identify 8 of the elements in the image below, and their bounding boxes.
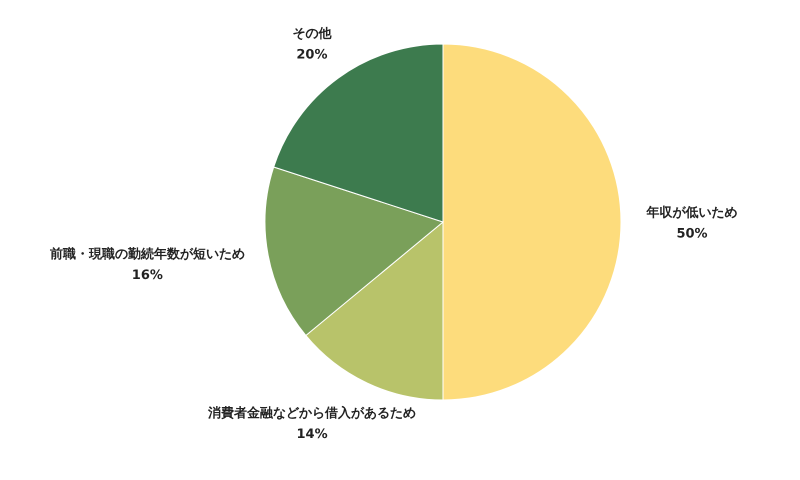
data-label: 20%: [296, 47, 328, 62]
slice-label: 消費者金融などから借入があるため: [207, 404, 416, 421]
data-label: 16%: [132, 268, 163, 284]
data-label: 14%: [296, 426, 328, 442]
slice-label: その他: [292, 26, 332, 42]
data-label: 50%: [676, 226, 708, 242]
slice-label: 前職・現職の勤続年数が短いため: [48, 246, 245, 262]
slice-label: 年収が低いため: [646, 206, 738, 220]
